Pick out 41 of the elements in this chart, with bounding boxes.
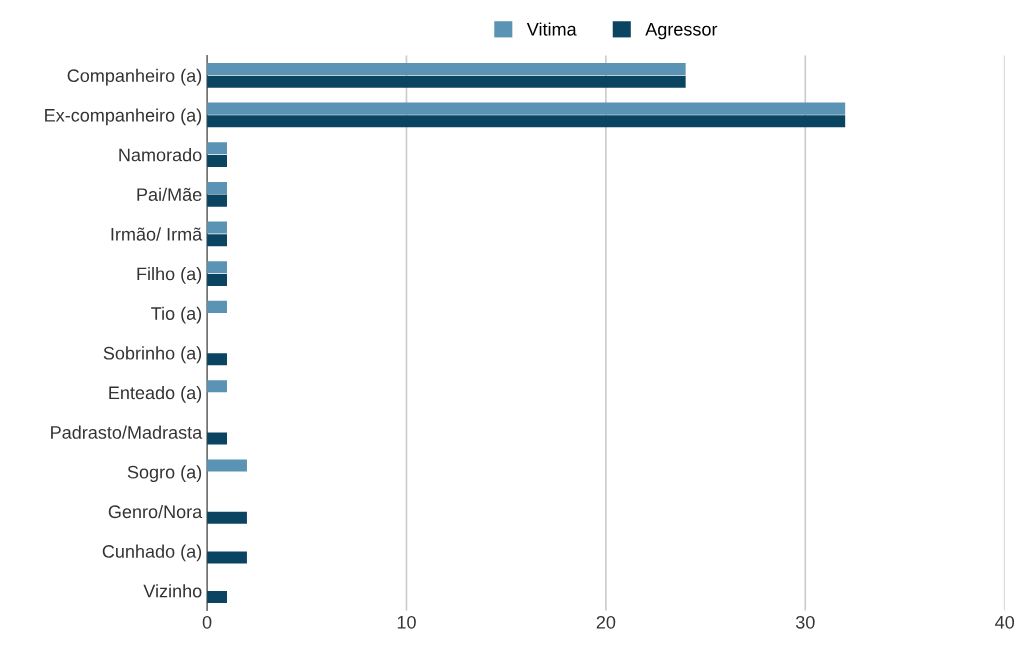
bar — [207, 221, 227, 234]
y-tick-label: Sobrinho (a) — [103, 346, 202, 364]
bar — [207, 62, 686, 76]
bar — [207, 591, 227, 604]
legend-label: Agressor — [645, 23, 718, 40]
bar — [207, 115, 846, 128]
x-tick-label: 20 — [596, 615, 616, 629]
bar — [207, 380, 227, 393]
bar — [207, 432, 227, 445]
bar — [207, 142, 227, 155]
x-tick-label: 10 — [397, 615, 416, 629]
y-tick-label: Filho (a) — [137, 267, 202, 284]
y-tick-label: Irmão/ Irmã — [111, 227, 203, 241]
y-tick-label: Namorado — [119, 148, 202, 162]
x-tick-label: 40 — [995, 615, 1015, 629]
bar — [207, 261, 227, 274]
y-tick-label: Enteado (a) — [109, 385, 202, 403]
bar — [207, 181, 227, 194]
bar — [207, 194, 227, 207]
y-tick-label: Cunhado (a) — [102, 544, 202, 562]
y-tick-label: Companheiro (a) — [67, 68, 202, 86]
bar — [207, 75, 686, 88]
legend-label: Vitima — [526, 22, 577, 36]
x-tick-label: 0 — [202, 615, 212, 629]
bar — [207, 459, 247, 472]
x-tick-label: 30 — [795, 615, 815, 629]
y-tick-label: Sogro (a) — [127, 465, 202, 483]
bar — [207, 154, 227, 167]
y-tick-label: Vizinho — [143, 584, 202, 598]
bar — [207, 102, 846, 115]
y-tick-label: Padrasto/Madrasta — [51, 425, 203, 439]
bar — [207, 353, 227, 366]
bar — [207, 300, 227, 313]
bar — [207, 551, 247, 564]
bar — [207, 511, 247, 524]
y-tick-label: Genro/Nora — [108, 504, 203, 519]
y-tick-label: Tio (a) — [151, 306, 202, 324]
bar — [207, 273, 227, 286]
y-tick-label: Ex-companheiro (a) — [45, 108, 202, 126]
bar — [207, 234, 227, 247]
y-tick-label: Pai/Mãe — [137, 187, 202, 201]
